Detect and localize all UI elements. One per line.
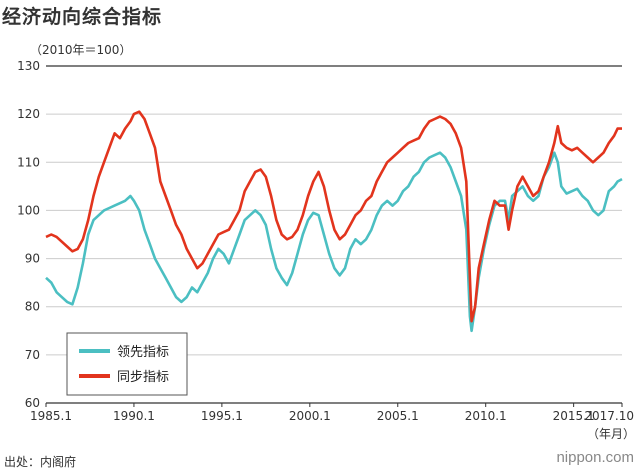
y-tick-label: 70 (25, 348, 40, 362)
y-tick-labels: 60 70 80 90 100 110 120 130 (17, 59, 40, 410)
series-line-leading (45, 151, 623, 333)
y-tick-label: 120 (17, 107, 40, 121)
y-tick-label: 130 (17, 59, 40, 73)
legend: 领先指标 同步指标 (66, 332, 188, 396)
source-note: 出处：内阁府 (4, 455, 77, 469)
brand-text: nippon.com (556, 449, 634, 466)
x-tick-label: 2005.1 (377, 409, 419, 423)
x-tick-label: 2010.1 (465, 409, 507, 423)
x-tick-label: 2000.1 (289, 409, 331, 423)
legend-box (66, 332, 188, 396)
x-tick-label: 1995.1 (201, 409, 243, 423)
x-tick-label: 2015.1 (553, 409, 595, 423)
x-unit-label: （年月） (587, 427, 635, 441)
series-lines (45, 110, 623, 333)
x-tick-label: 2017.10 (584, 409, 634, 423)
chart-title: 经济动向综合指标 (2, 6, 163, 28)
brand-logo: nippon.com (556, 449, 634, 466)
legend-label-leading: 领先指标 (117, 345, 169, 360)
x-tick-labels: 1985.1 1990.1 1995.1 2000.1 2005.1 2010.1 2015… (30, 403, 634, 423)
series-line-coincident (45, 110, 622, 323)
y-tick-label: 110 (17, 155, 40, 169)
x-tick-label: 1990.1 (113, 409, 155, 423)
y-tick-label: 60 (25, 396, 40, 410)
y-unit-label: （2010年＝100） (30, 43, 132, 57)
y-tick-label: 90 (25, 252, 40, 266)
y-tick-label: 80 (25, 300, 40, 314)
y-tick-label: 100 (17, 203, 40, 217)
legend-label-coincident: 同步指标 (117, 370, 169, 385)
x-tick-label: 1985.1 (30, 409, 72, 423)
